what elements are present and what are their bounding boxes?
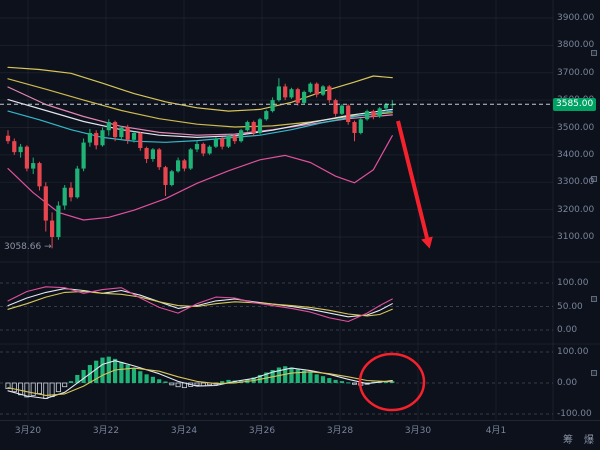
date-axis-label: 3月22 xyxy=(92,426,120,436)
date-axis-label: 3月24 xyxy=(170,426,198,436)
macd-pane-handle-icon[interactable] xyxy=(591,370,597,376)
tab-chips[interactable]: 筹 xyxy=(563,435,573,446)
date-axis-label: 3月28 xyxy=(326,426,354,436)
low-price-label: 3058.66 → xyxy=(4,242,52,252)
current-price-badge: 3585.00 xyxy=(553,98,597,111)
footer-tabs: 筹 爆 xyxy=(563,431,594,446)
price-axis-label: 3700.00 xyxy=(557,67,595,78)
price-axis-label: 3200.00 xyxy=(557,204,595,215)
x-axis xyxy=(0,420,600,450)
date-axis-label: 4月1 xyxy=(485,426,507,436)
price-axis-label: 3800.00 xyxy=(557,40,595,51)
momentum-axis-label: 50.00 xyxy=(557,301,583,312)
date-axis-label: 3月20 xyxy=(14,426,42,436)
macd-axis-label: 100.00 xyxy=(557,347,589,357)
price-axis-label: 3500.00 xyxy=(557,122,595,133)
macd-axis-label: -100.00 xyxy=(557,409,592,419)
main-pane-handle2-icon[interactable] xyxy=(591,176,597,182)
momentum-axis-label: 0.00 xyxy=(557,325,578,335)
price-axis-label: 3400.00 xyxy=(557,149,595,160)
date-axis-label: 3月30 xyxy=(404,426,432,436)
tab-liquidation[interactable]: 爆 xyxy=(584,435,594,446)
price-axis-label: 3300.00 xyxy=(557,177,595,188)
momentum-pane-handle-icon[interactable] xyxy=(591,296,597,302)
main-pane-handle-icon[interactable] xyxy=(591,50,597,56)
macd-axis-label: 0.00 xyxy=(557,378,578,388)
date-axis-label: 3月26 xyxy=(248,426,276,436)
momentum-axis-label: 100.00 xyxy=(557,278,589,288)
price-axis-label: 3100.00 xyxy=(557,232,595,242)
price-axis-label: 3900.00 xyxy=(557,13,595,23)
